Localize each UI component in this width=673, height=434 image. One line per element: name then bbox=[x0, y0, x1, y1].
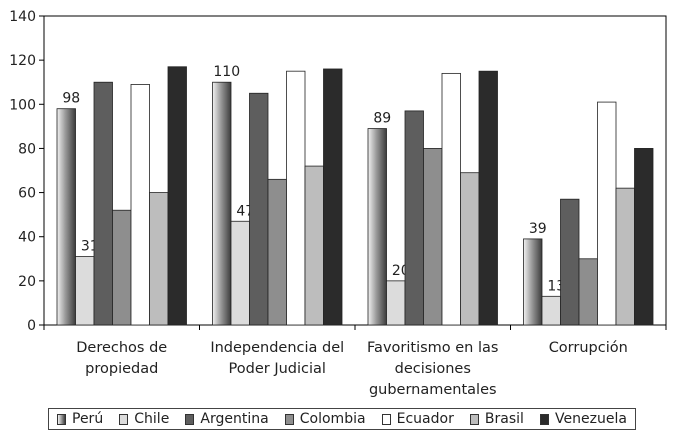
bar-venezuela-4 bbox=[634, 148, 654, 326]
bar-brasil-2 bbox=[304, 165, 324, 326]
y-tick-label: 80 bbox=[18, 141, 36, 157]
legend-item-argentina: Argentina bbox=[185, 411, 269, 427]
bar-colombia-2 bbox=[267, 178, 287, 326]
legend-label: Chile bbox=[134, 411, 170, 427]
bar-perú-4 bbox=[523, 238, 543, 326]
y-tick-label: 20 bbox=[18, 274, 36, 290]
bar-ecuador-3 bbox=[441, 72, 461, 326]
bar-chile-4 bbox=[541, 295, 561, 326]
y-tick-label: 0 bbox=[27, 318, 36, 334]
bar-ecuador-2 bbox=[286, 70, 306, 326]
bar-ecuador-4 bbox=[597, 101, 617, 326]
legend-swatch bbox=[540, 413, 550, 425]
y-tick-label: 120 bbox=[9, 53, 36, 69]
bar-perú-2 bbox=[212, 81, 232, 326]
legend-swatch bbox=[284, 413, 294, 425]
legend-swatch bbox=[381, 413, 391, 425]
legend: Perú Chile Argentina Colombia Ecuador Brasil V… bbox=[48, 408, 636, 430]
bar-perú-1 bbox=[56, 108, 76, 326]
legend-label: Ecuador bbox=[396, 411, 454, 427]
data-label: 39 bbox=[529, 221, 547, 237]
bar-ecuador-1 bbox=[130, 84, 150, 326]
bar-colombia-4 bbox=[578, 258, 598, 326]
legend-label: Colombia bbox=[299, 411, 366, 427]
bar-venezuela-1 bbox=[167, 66, 187, 326]
bar-brasil-3 bbox=[460, 172, 480, 326]
y-tick-label: 140 bbox=[9, 9, 36, 25]
bar-perú-3 bbox=[367, 128, 387, 326]
bar-chile-2 bbox=[230, 220, 250, 326]
x-category-label: Derechos de propiedad bbox=[76, 340, 167, 377]
legend-swatch bbox=[57, 413, 66, 425]
legend-item-venezuela: Venezuela bbox=[540, 411, 627, 427]
x-category-label: Favoritismo en las decisiones gubernamenta… bbox=[367, 340, 498, 398]
data-label: 89 bbox=[373, 111, 391, 127]
bar-argentina-2 bbox=[249, 92, 269, 326]
data-label: 98 bbox=[62, 91, 80, 107]
legend-item-chile: Chile bbox=[119, 411, 169, 427]
bar-colombia-3 bbox=[423, 148, 443, 326]
data-label: 110 bbox=[213, 64, 240, 80]
bar-brasil-4 bbox=[615, 187, 635, 326]
bar-brasil-1 bbox=[149, 192, 169, 326]
legend-swatch bbox=[119, 413, 129, 425]
legend-label: Venezuela bbox=[555, 411, 627, 427]
bar-chile-1 bbox=[75, 256, 95, 326]
legend-item-colombia: Colombia bbox=[284, 411, 366, 427]
y-tick-label: 100 bbox=[9, 97, 36, 113]
x-category-label: Corrupción bbox=[549, 340, 628, 356]
legend-label: Perú bbox=[72, 411, 104, 427]
legend-label: Argentina bbox=[200, 411, 269, 427]
legend-item-brasil: Brasil bbox=[469, 411, 524, 427]
bar-colombia-1 bbox=[112, 209, 132, 326]
legend-swatch bbox=[469, 413, 479, 425]
bar-argentina-3 bbox=[404, 110, 424, 326]
y-tick-label: 40 bbox=[18, 230, 36, 246]
bar-argentina-1 bbox=[93, 81, 113, 326]
bar-argentina-4 bbox=[560, 198, 580, 326]
x-category-label: Independencia del Poder Judicial bbox=[210, 340, 344, 377]
legend-item-perú: Perú bbox=[57, 411, 103, 427]
bar-chile-3 bbox=[386, 280, 406, 326]
legend-item-ecuador: Ecuador bbox=[381, 411, 454, 427]
legend-swatch bbox=[185, 413, 195, 425]
y-tick-label: 60 bbox=[18, 186, 36, 202]
legend-label: Brasil bbox=[484, 411, 524, 427]
bar-venezuela-2 bbox=[323, 68, 343, 326]
bar-venezuela-3 bbox=[478, 70, 498, 326]
